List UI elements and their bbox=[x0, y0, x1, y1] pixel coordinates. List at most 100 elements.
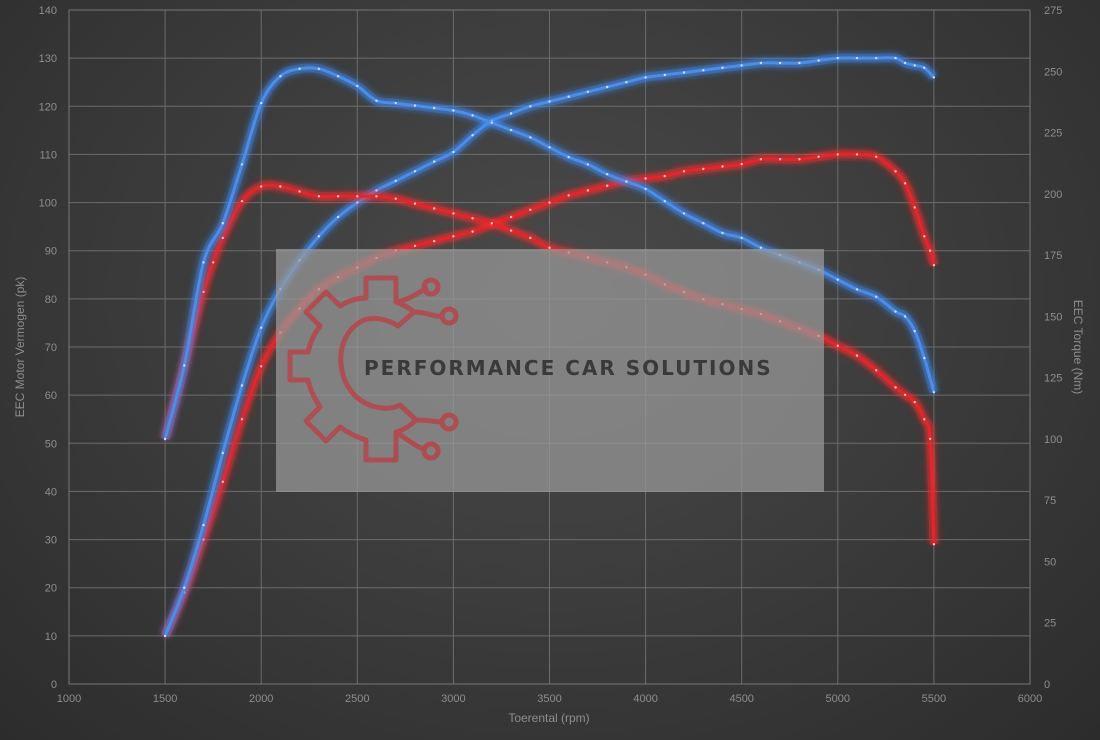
data-point bbox=[298, 190, 300, 192]
data-point bbox=[356, 85, 358, 87]
data-point bbox=[856, 354, 858, 356]
data-point bbox=[548, 146, 550, 148]
data-point bbox=[433, 207, 435, 209]
data-point bbox=[510, 229, 512, 231]
data-point bbox=[721, 67, 723, 69]
data-point bbox=[529, 209, 531, 211]
data-point bbox=[529, 136, 531, 138]
data-point bbox=[164, 438, 166, 440]
y-left-tick-label: 90 bbox=[45, 246, 57, 258]
data-point bbox=[929, 250, 931, 252]
data-point bbox=[202, 291, 204, 293]
data-point bbox=[923, 235, 925, 237]
y-right-tick-label: 25 bbox=[1044, 618, 1056, 630]
data-point bbox=[356, 195, 358, 197]
data-point bbox=[318, 68, 320, 70]
data-point bbox=[664, 74, 666, 76]
data-point bbox=[644, 76, 646, 78]
data-point bbox=[760, 62, 762, 64]
data-point bbox=[856, 153, 858, 155]
y-right-tick-label: 250 bbox=[1044, 66, 1062, 78]
watermark-text: PERFORMANCE CAR SOLUTIONS bbox=[364, 356, 773, 380]
data-point bbox=[894, 170, 896, 172]
data-point bbox=[241, 163, 243, 165]
data-point bbox=[856, 57, 858, 59]
data-point bbox=[491, 222, 493, 224]
data-point bbox=[375, 189, 377, 191]
watermark: PERFORMANCE CAR SOLUTIONS bbox=[276, 249, 824, 492]
y-right-tick-label: 275 bbox=[1044, 5, 1062, 17]
x-axis-label: Toerental (rpm) bbox=[508, 711, 589, 725]
y-left-tick-label: 50 bbox=[45, 438, 57, 450]
data-point bbox=[452, 151, 454, 153]
data-point bbox=[260, 185, 262, 187]
data-point bbox=[664, 200, 666, 202]
data-point bbox=[923, 67, 925, 69]
data-point bbox=[894, 57, 896, 59]
data-point bbox=[923, 418, 925, 420]
y-left-tick-label: 80 bbox=[45, 294, 57, 306]
data-point bbox=[779, 158, 781, 160]
data-point bbox=[260, 102, 262, 104]
data-point bbox=[452, 235, 454, 237]
data-point bbox=[568, 194, 570, 196]
data-point bbox=[222, 452, 224, 454]
data-point bbox=[933, 543, 935, 545]
data-point bbox=[933, 76, 935, 78]
data-point bbox=[914, 64, 916, 66]
data-point bbox=[904, 394, 906, 396]
data-point bbox=[837, 345, 839, 347]
data-point bbox=[356, 201, 358, 203]
data-point bbox=[471, 134, 473, 136]
data-point bbox=[933, 264, 935, 266]
data-point bbox=[875, 57, 877, 59]
data-point bbox=[606, 173, 608, 175]
data-point bbox=[702, 69, 704, 71]
data-point bbox=[529, 105, 531, 107]
y-left-tick-label: 140 bbox=[39, 5, 57, 17]
data-point bbox=[337, 75, 339, 77]
data-point bbox=[395, 180, 397, 182]
data-point bbox=[904, 182, 906, 184]
data-point bbox=[433, 160, 435, 162]
data-point bbox=[923, 357, 925, 359]
y-right-tick-label: 75 bbox=[1044, 495, 1056, 507]
y-left-tick-label: 60 bbox=[45, 390, 57, 402]
data-point bbox=[779, 62, 781, 64]
data-point bbox=[568, 96, 570, 98]
data-point bbox=[510, 216, 512, 218]
data-point bbox=[395, 102, 397, 104]
x-tick-label: 2000 bbox=[249, 693, 273, 705]
x-tick-label: 3500 bbox=[537, 693, 561, 705]
y-left-tick-label: 20 bbox=[45, 583, 57, 595]
y-left-axis-ticks: 0 10 20 30 40 50 60 70 80 90 100 110 120 130 140 bbox=[39, 5, 57, 691]
data-point bbox=[375, 195, 377, 197]
x-axis-ticks: 1000 1500 2000 2500 3000 3500 4000 4500 5000 5500… bbox=[57, 693, 1042, 705]
data-point bbox=[183, 364, 185, 366]
data-point bbox=[548, 201, 550, 203]
y-left-tick-label: 0 bbox=[51, 679, 57, 691]
data-point bbox=[212, 261, 214, 263]
y-right-tick-label: 225 bbox=[1044, 128, 1062, 140]
data-point bbox=[318, 235, 320, 237]
data-point bbox=[202, 261, 204, 263]
data-point bbox=[587, 189, 589, 191]
data-point bbox=[914, 401, 916, 403]
data-point bbox=[568, 156, 570, 158]
data-point bbox=[721, 165, 723, 167]
data-point bbox=[837, 57, 839, 59]
data-point bbox=[241, 418, 243, 420]
x-tick-label: 4500 bbox=[729, 693, 753, 705]
y-right-tick-label: 125 bbox=[1044, 373, 1062, 385]
data-point bbox=[375, 100, 377, 102]
data-point bbox=[798, 158, 800, 160]
y-right-axis-ticks: 0 25 50 75 100 125 150 175 200 225 250 275 bbox=[1044, 5, 1062, 691]
data-point bbox=[817, 59, 819, 61]
data-point bbox=[452, 212, 454, 214]
data-point bbox=[548, 100, 550, 102]
data-point bbox=[683, 170, 685, 172]
data-point bbox=[260, 365, 262, 367]
data-point bbox=[471, 217, 473, 219]
